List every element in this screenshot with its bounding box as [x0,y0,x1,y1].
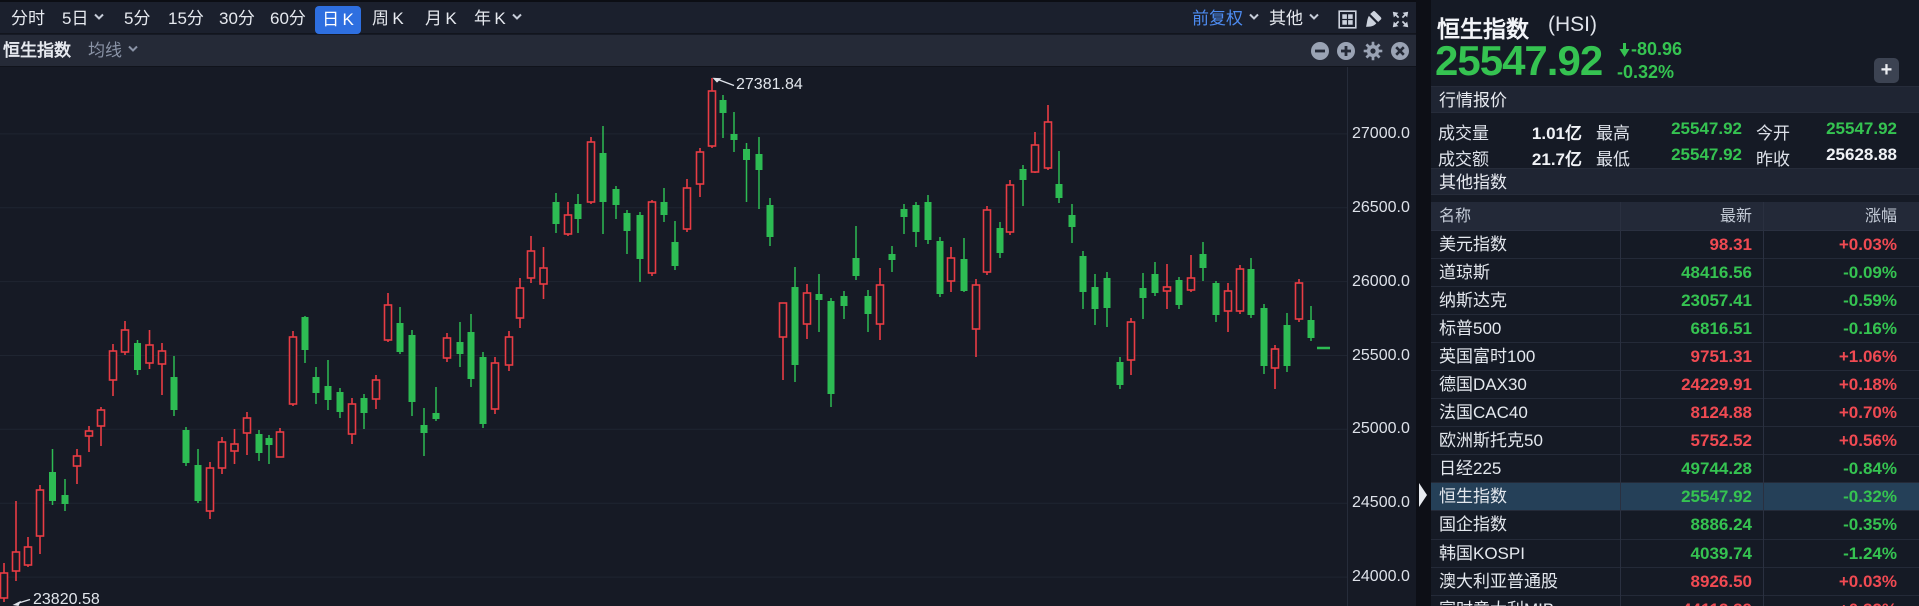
svg-text:27381.84: 27381.84 [736,76,803,93]
svg-text:23820.58: 23820.58 [33,591,100,606]
